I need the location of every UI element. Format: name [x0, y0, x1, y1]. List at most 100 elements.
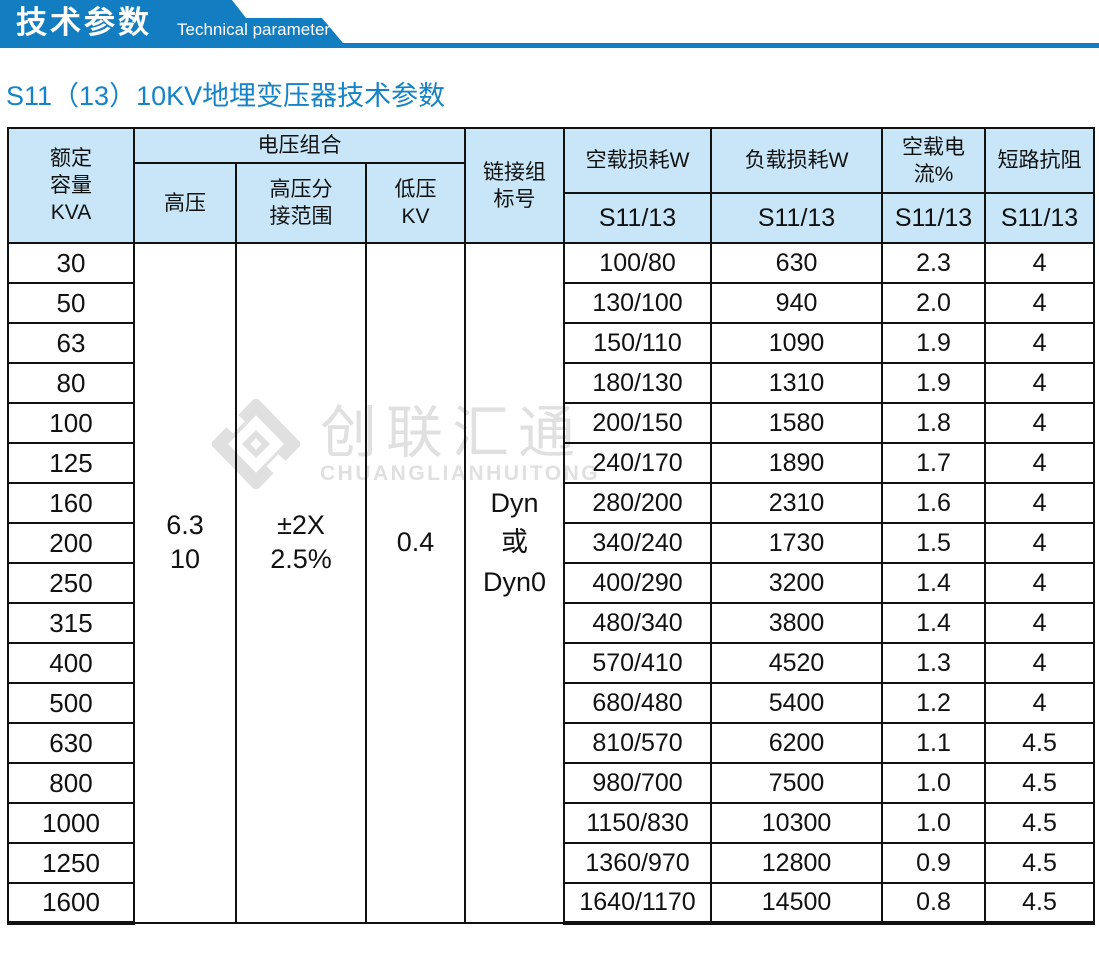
- cell-no-load-current: 0.8: [881, 882, 987, 925]
- cell-impedance: 4: [984, 522, 1096, 564]
- cell-capacity: 800: [7, 762, 135, 804]
- header-capacity: 额定 容量 KVA: [7, 127, 135, 244]
- spec-table: 额定 容量 KVA 电压组合 链接组 标号 空载损耗W 负载损耗W 空载电流% …: [7, 127, 1096, 925]
- table-row: 125 240/170 1890 1.7 4: [7, 442, 1096, 484]
- cell-impedance: 4.5: [984, 842, 1096, 884]
- banner-title-en: Technical parameter: [177, 20, 331, 39]
- cell-load-loss: 1890: [710, 442, 884, 484]
- header-hv: 高压: [133, 162, 237, 244]
- cell-no-load-current: 2.3: [881, 242, 987, 284]
- cell-no-load-loss: 240/170: [563, 442, 713, 484]
- cell-no-load-current: 1.4: [881, 602, 987, 644]
- cell-no-load-loss: 680/480: [563, 682, 713, 724]
- cell-no-load-loss: 810/570: [563, 722, 713, 764]
- cell-no-load-loss: 280/200: [563, 482, 713, 524]
- cell-capacity: 200: [7, 522, 135, 564]
- spec-table-header: 额定 容量 KVA 电压组合 链接组 标号 空载损耗W 负载损耗W 空载电流% …: [7, 127, 1096, 244]
- cell-load-loss: 3200: [710, 562, 884, 604]
- cell-no-load-loss: 340/240: [563, 522, 713, 564]
- cell-capacity: 250: [7, 562, 135, 604]
- cell-capacity: 1250: [7, 842, 135, 884]
- table-row: 800 980/700 7500 1.0 4.5: [7, 762, 1096, 804]
- header-load-loss: 负载损耗W: [710, 127, 884, 194]
- header-vector-group: 链接组 标号: [464, 127, 566, 244]
- cell-load-loss: 1580: [710, 402, 884, 444]
- cell-impedance: 4: [984, 482, 1096, 524]
- cell-no-load-loss: 180/130: [563, 362, 713, 404]
- header-no-load-loss: 空载损耗W: [563, 127, 713, 194]
- cell-load-loss: 6200: [710, 722, 884, 764]
- cell-load-loss: 12800: [710, 842, 884, 884]
- cell-no-load-loss: 400/290: [563, 562, 713, 604]
- cell-no-load-loss: 570/410: [563, 642, 713, 684]
- table-row: 315 480/340 3800 1.4 4: [7, 602, 1096, 644]
- table-row: 100 200/150 1580 1.8 4: [7, 402, 1096, 444]
- cell-load-loss: 10300: [710, 802, 884, 844]
- cell-impedance: 4: [984, 642, 1096, 684]
- cell-impedance: 4.5: [984, 762, 1096, 804]
- cell-capacity: 160: [7, 482, 135, 524]
- cell-capacity: 50: [7, 282, 135, 324]
- cell-impedance: 4: [984, 402, 1096, 444]
- cell-no-load-loss: 980/700: [563, 762, 713, 804]
- header-series-impedance: S11/13: [984, 192, 1096, 244]
- cell-no-load-loss: 100/80: [563, 242, 713, 284]
- cell-capacity: 500: [7, 682, 135, 724]
- table-row: 1600 1640/1170 14500 0.8 4.5: [7, 882, 1096, 925]
- cell-no-load-current: 1.7: [881, 442, 987, 484]
- cell-no-load-loss: 480/340: [563, 602, 713, 644]
- cell-load-loss: 5400: [710, 682, 884, 724]
- cell-impedance: 4: [984, 362, 1096, 404]
- cell-no-load-current: 1.4: [881, 562, 987, 604]
- cell-impedance: 4: [984, 562, 1096, 604]
- table-row: 250 400/290 3200 1.4 4: [7, 562, 1096, 604]
- banner-title-cn: 技术参数: [16, 5, 152, 40]
- cell-no-load-current: 1.5: [881, 522, 987, 564]
- table-row: 160 280/200 2310 1.6 4: [7, 482, 1096, 524]
- cell-no-load-loss: 1640/1170: [563, 882, 713, 925]
- table-row: 63 150/110 1090 1.9 4: [7, 322, 1096, 364]
- cell-load-loss: 7500: [710, 762, 884, 804]
- cell-load-loss: 1730: [710, 522, 884, 564]
- cell-impedance: 4: [984, 282, 1096, 324]
- cell-impedance: 4.5: [984, 802, 1096, 844]
- cell-no-load-loss: 1360/970: [563, 842, 713, 884]
- cell-impedance: 4: [984, 682, 1096, 724]
- cell-no-load-current: 1.2: [881, 682, 987, 724]
- table-row: 200 340/240 1730 1.5 4: [7, 522, 1096, 564]
- cell-no-load-current: 0.9: [881, 842, 987, 884]
- cell-capacity: 30: [7, 242, 135, 284]
- cell-impedance: 4.5: [984, 882, 1096, 925]
- spec-table-body: 30 6.3 10 ±2X 2.5% 0.4 Dyn 或 Dyn0 100/80 630 2.…: [7, 242, 1096, 925]
- cell-hv: 6.3 10: [133, 242, 237, 924]
- cell-no-load-current: 1.1: [881, 722, 987, 764]
- cell-impedance: 4: [984, 322, 1096, 364]
- cell-capacity: 1600: [7, 882, 135, 925]
- cell-capacity: 630: [7, 722, 135, 764]
- header-series-no-load-loss: S11/13: [563, 192, 713, 244]
- table-row: 500 680/480 5400 1.2 4: [7, 682, 1096, 724]
- cell-no-load-current: 1.9: [881, 362, 987, 404]
- cell-no-load-current: 1.0: [881, 762, 987, 804]
- table-row: 630 810/570 6200 1.1 4.5: [7, 722, 1096, 764]
- header-series-no-load-current: S11/13: [881, 192, 987, 244]
- header-banner: 技术参数 Technical parameter: [0, 0, 1099, 48]
- cell-load-loss: 2310: [710, 482, 884, 524]
- cell-capacity: 80: [7, 362, 135, 404]
- cell-lv: 0.4: [364, 242, 467, 924]
- cell-no-load-current: 1.9: [881, 322, 987, 364]
- table-row: 400 570/410 4520 1.3 4: [7, 642, 1096, 684]
- cell-impedance: 4.5: [984, 722, 1096, 764]
- table-row: 1000 1150/830 10300 1.0 4.5: [7, 802, 1096, 844]
- cell-no-load-current: 2.0: [881, 282, 987, 324]
- table-row: 80 180/130 1310 1.9 4: [7, 362, 1096, 404]
- cell-no-load-loss: 150/110: [563, 322, 713, 364]
- header-voltage-group: 电压组合: [132, 127, 467, 164]
- cell-load-loss: 4520: [710, 642, 884, 684]
- cell-impedance: 4: [984, 242, 1096, 284]
- header-series-load-loss: S11/13: [710, 192, 884, 244]
- cell-load-loss: 1310: [710, 362, 884, 404]
- cell-capacity: 1000: [7, 802, 135, 844]
- cell-no-load-current: 1.8: [881, 402, 987, 444]
- cell-load-loss: 630: [710, 242, 884, 284]
